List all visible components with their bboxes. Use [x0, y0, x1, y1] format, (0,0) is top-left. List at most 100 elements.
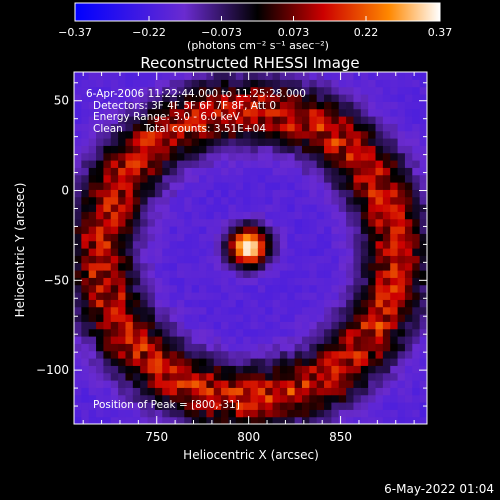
heatmap-cell	[169, 233, 178, 242]
heatmap-cell	[132, 189, 141, 198]
heatmap-cell	[132, 409, 141, 418]
heatmap-cell	[279, 336, 288, 344]
heatmap-cell	[140, 189, 149, 198]
heatmap-cell	[257, 336, 266, 344]
heatmap-cell	[154, 262, 163, 271]
heatmap-cell	[176, 292, 185, 300]
heatmap-cell	[250, 108, 259, 117]
heatmap-cell	[191, 204, 200, 212]
heatmap-cell	[294, 72, 303, 80]
heatmap-cell	[257, 130, 266, 139]
heatmap-cell	[221, 387, 230, 396]
heatmap-cell	[154, 226, 163, 234]
heatmap-cell	[243, 350, 252, 359]
heatmap-cell	[294, 416, 303, 424]
heatmap-cell	[309, 233, 318, 242]
heatmap-cell	[74, 152, 82, 161]
heatmap-cell	[287, 306, 296, 315]
heatmap-cell	[346, 196, 355, 205]
heatmap-cell	[301, 416, 310, 424]
heatmap-cell	[118, 233, 127, 242]
heatmap-cell	[162, 321, 171, 330]
heatmap-cell	[375, 248, 384, 256]
heatmap-cell	[390, 86, 399, 95]
heatmap-cell	[147, 387, 156, 396]
heatmap-cell	[419, 343, 427, 352]
heatmap-cell	[397, 138, 406, 146]
heatmap-cell	[250, 409, 259, 418]
heatmap-cell	[382, 116, 391, 124]
heatmap-cell	[176, 409, 185, 418]
heatmap-cell	[375, 86, 384, 95]
heatmap-cell	[412, 350, 421, 359]
heatmap-cell	[191, 182, 200, 190]
heatmap-cell	[265, 130, 274, 139]
heatmap-cell	[353, 86, 362, 95]
heatmap-cell	[375, 416, 384, 424]
heatmap-cell	[243, 211, 252, 220]
heatmap-cell	[221, 152, 230, 161]
heatmap-cell	[103, 182, 112, 190]
heatmap-cell	[221, 380, 230, 388]
heatmap-cell	[404, 358, 413, 366]
heatmap-cell	[81, 94, 90, 102]
heatmap-cell	[243, 270, 252, 278]
heatmap-cell	[118, 336, 127, 344]
heatmap-cell	[287, 160, 296, 168]
heatmap-cell	[272, 145, 281, 154]
heatmap-cell	[199, 218, 207, 227]
heatmap-cell	[265, 226, 274, 234]
heatmap-cell	[375, 152, 384, 161]
heatmap-cell	[184, 255, 193, 264]
heatmap-cell	[176, 94, 185, 102]
heatmap-cell	[96, 182, 105, 190]
heatmap-cell	[184, 101, 193, 110]
heatmap-cell	[397, 196, 406, 205]
heatmap-cell	[96, 270, 105, 278]
heatmap-cell	[412, 204, 421, 212]
heatmap-cell	[287, 167, 296, 176]
heatmap-cell	[118, 211, 127, 220]
heatmap-cell	[147, 138, 156, 146]
heatmap-cell	[404, 409, 413, 418]
heatmap-cell	[353, 277, 362, 286]
heatmap-cell	[257, 79, 266, 88]
heatmap-cell	[309, 358, 318, 366]
heatmap-cell	[118, 409, 127, 418]
heatmap-cell	[213, 182, 222, 190]
heatmap-cell	[279, 416, 288, 424]
heatmap-cell	[324, 182, 332, 190]
heatmap-cell	[221, 145, 230, 154]
colorbar-tick-label: 0.073	[278, 26, 310, 39]
heatmap-cell	[147, 204, 156, 212]
heatmap-cell	[412, 94, 421, 102]
heatmap-cell	[257, 372, 266, 381]
heatmap-cell	[265, 152, 274, 161]
heatmap-cell	[257, 321, 266, 330]
heatmap-cell	[272, 130, 281, 139]
heatmap-cell	[140, 372, 149, 381]
heatmap-cell	[360, 116, 369, 124]
heatmap-cell	[412, 211, 421, 220]
heatmap-cell	[96, 160, 105, 168]
heatmap-cell	[375, 343, 384, 352]
heatmap-cell	[74, 277, 82, 286]
heatmap-cell	[206, 189, 215, 198]
heatmap-cell	[176, 416, 185, 424]
heatmap-cell	[301, 233, 310, 242]
heatmap-cell	[206, 299, 215, 308]
heatmap-cell	[74, 130, 82, 139]
heatmap-cell	[412, 306, 421, 315]
heatmap-cell	[228, 277, 237, 286]
heatmap-cell	[279, 306, 288, 315]
heatmap-cell	[169, 277, 178, 286]
heatmap-cell	[279, 277, 288, 286]
heatmap-cell	[154, 174, 163, 183]
heatmap-cell	[338, 292, 347, 300]
heatmap-cell	[390, 160, 399, 168]
heatmap-cell	[250, 138, 259, 146]
heatmap-cell	[110, 174, 119, 183]
heatmap-cell	[96, 101, 105, 110]
heatmap-cell	[360, 152, 369, 161]
heatmap-cell	[140, 255, 149, 264]
